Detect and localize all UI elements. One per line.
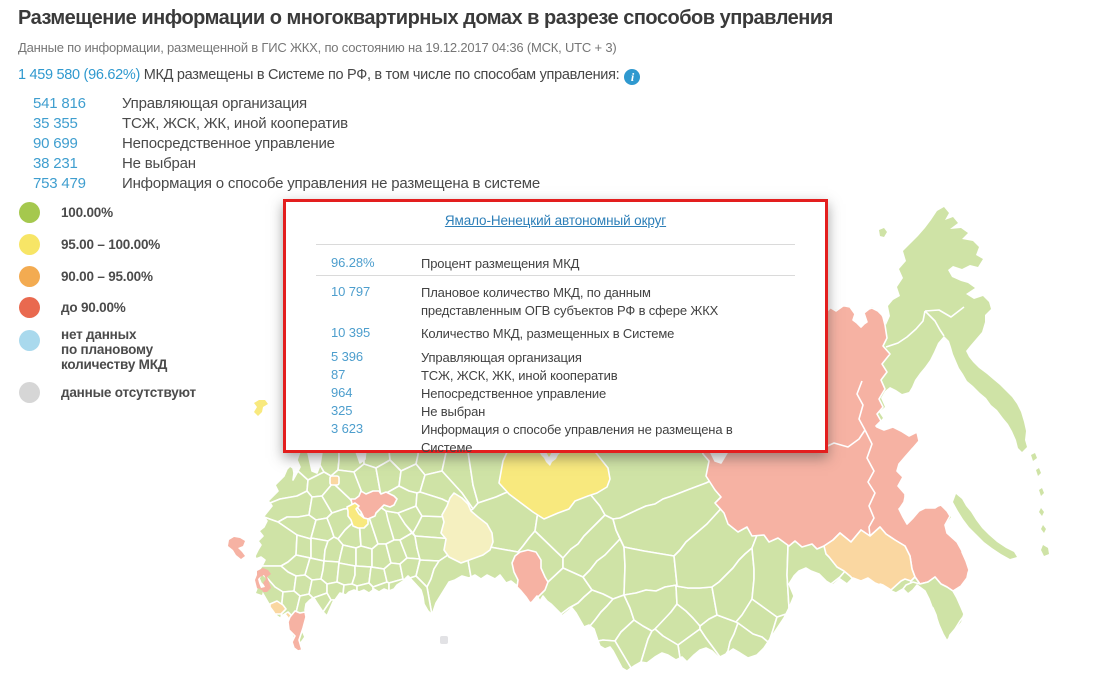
- tooltip-management-value: 325: [331, 403, 353, 418]
- region-dagestan[interactable]: [287, 610, 307, 652]
- region-kabardino[interactable]: [269, 600, 287, 615]
- region-baikonur[interactable]: [440, 636, 448, 644]
- region-cell[interactable]: [322, 599, 336, 617]
- region-cell[interactable]: [597, 639, 632, 672]
- region-kirov[interactable]: [440, 492, 494, 564]
- region-kuril-3[interactable]: [1039, 508, 1044, 516]
- region-amur[interactable]: [823, 526, 916, 591]
- management-row-label: Управляющая организация: [122, 95, 307, 112]
- management-row-label: Непосредственное управление: [122, 134, 335, 152]
- region-primorye[interactable]: [902, 576, 965, 642]
- management-row-value: 35 355: [33, 114, 78, 132]
- region-kuril-4[interactable]: [1041, 525, 1046, 533]
- management-row-label: ТСЖ, ЖСК, ЖК, иной кооператив: [122, 114, 348, 132]
- management-row-value: 541 816: [33, 95, 86, 112]
- tooltip-placed-label: Количество МКД, размещенных в Системе: [421, 326, 675, 341]
- region-spb[interactable]: [329, 475, 340, 486]
- stats-label: МКД размещены в Системе по РФ, в том чис…: [143, 67, 620, 83]
- legend-color-dot: [19, 234, 40, 255]
- tooltip-percent-label: Процент размещения МКД: [421, 256, 580, 271]
- region-cell[interactable]: [356, 582, 374, 594]
- region-border: [820, 429, 866, 450]
- legend-label: данные отсутствуют: [61, 385, 196, 400]
- legend-label: нет данных по плановому количеству МКД: [61, 327, 168, 372]
- tooltip-management-label: Управляющая организация: [421, 350, 582, 365]
- region-cell[interactable]: [399, 557, 421, 581]
- region-kuril-0[interactable]: [1031, 453, 1037, 461]
- legend-color-dot: [19, 330, 40, 351]
- management-row-label: Не выбран: [122, 154, 196, 172]
- region-tooltip: Ямало-Ненецкий автономный округ 96.28% П…: [283, 199, 828, 455]
- region-cell[interactable]: [640, 628, 681, 664]
- region-cell[interactable]: [355, 545, 373, 568]
- tooltip-planned-value: 10 797: [331, 284, 371, 299]
- tooltip-planned-label: Плановое количество МКД, по данным предс…: [421, 285, 719, 318]
- region-border: [924, 306, 965, 318]
- region-wrangel[interactable]: [879, 228, 887, 237]
- management-row-label: Информация о способе управления не разме…: [122, 174, 540, 192]
- region-tver[interactable]: [350, 490, 398, 520]
- management-row-value: 753 479: [33, 174, 86, 192]
- map-islands: [228, 228, 1049, 644]
- page-title: Размещение информации о многоквартирных …: [18, 7, 833, 29]
- region-murmansk[interactable]: [254, 400, 268, 416]
- region-crimea[interactable]: [255, 568, 271, 592]
- region-cell[interactable]: [769, 613, 787, 640]
- region-sakhalin[interactable]: [953, 494, 1017, 559]
- region-kuril-5[interactable]: [1041, 545, 1049, 556]
- region-cell[interactable]: [342, 583, 358, 596]
- legend-label: 100.00%: [61, 205, 113, 220]
- separator: [316, 275, 795, 276]
- tooltip-management-value: 5 396: [331, 349, 364, 364]
- management-row-value: 90 699: [33, 134, 78, 152]
- tooltip-region-link[interactable]: Ямало-Ненецкий автономный округ: [444, 213, 667, 228]
- region-moscow[interactable]: [346, 502, 369, 529]
- info-icon[interactable]: i: [624, 69, 641, 85]
- separator: [316, 244, 795, 245]
- legend-label: 95.00 – 100.00%: [61, 237, 161, 252]
- tooltip-management-label: ТСЖ, ЖСК, ЖК, иной кооператив: [421, 368, 618, 383]
- region-kuril-1[interactable]: [1036, 468, 1041, 476]
- page-subtitle: Данные по информации, размещенной в ГИС …: [18, 40, 617, 55]
- legend-color-dot: [19, 266, 40, 287]
- tooltip-management-value: 87: [331, 367, 346, 382]
- region-border: [924, 310, 945, 337]
- region-kaliningrad[interactable]: [228, 537, 245, 559]
- tooltip-management-value: 964: [331, 385, 353, 400]
- region-border: [864, 429, 876, 537]
- stats-value: 1 459 580 (96.62%): [18, 67, 140, 83]
- region-border: [885, 310, 926, 348]
- tooltip-placed-value: 10 395: [331, 325, 371, 340]
- stats-line: 1 459 580 (96.62%) МКД размещены в Систе…: [18, 67, 641, 85]
- tooltip-management-label: Непосредственное управление: [421, 386, 607, 401]
- region-cell[interactable]: [254, 516, 298, 567]
- legend-label: 90.00 – 95.00%: [61, 269, 153, 284]
- region-cell[interactable]: [372, 581, 390, 593]
- region-sevastopol[interactable]: [256, 588, 263, 595]
- legend-label: до 90.00%: [61, 300, 126, 315]
- region-cell[interactable]: [295, 534, 312, 559]
- legend-color-dot: [19, 382, 40, 403]
- management-row-value: 38 231: [33, 154, 78, 172]
- map-mainland: [254, 207, 1027, 672]
- region-border: [856, 380, 866, 431]
- region-cell[interactable]: [388, 578, 405, 592]
- region-kuril-2[interactable]: [1039, 488, 1044, 496]
- region-kurgan[interactable]: [511, 549, 549, 604]
- tooltip-percent-value: 96.28%: [331, 255, 375, 270]
- tooltip-management-value: 3 623: [331, 421, 364, 436]
- tooltip-management-label: Не выбран: [421, 404, 486, 419]
- tooltip-region-link-wrap: Ямало-Ненецкий автономный округ: [286, 213, 825, 228]
- legend-color-dot: [19, 297, 40, 318]
- legend-color-dot: [19, 202, 40, 223]
- region-cell[interactable]: [404, 575, 433, 616]
- tooltip-management-label: Информация о способе управления не разме…: [421, 422, 733, 455]
- region-cell[interactable]: [725, 622, 769, 659]
